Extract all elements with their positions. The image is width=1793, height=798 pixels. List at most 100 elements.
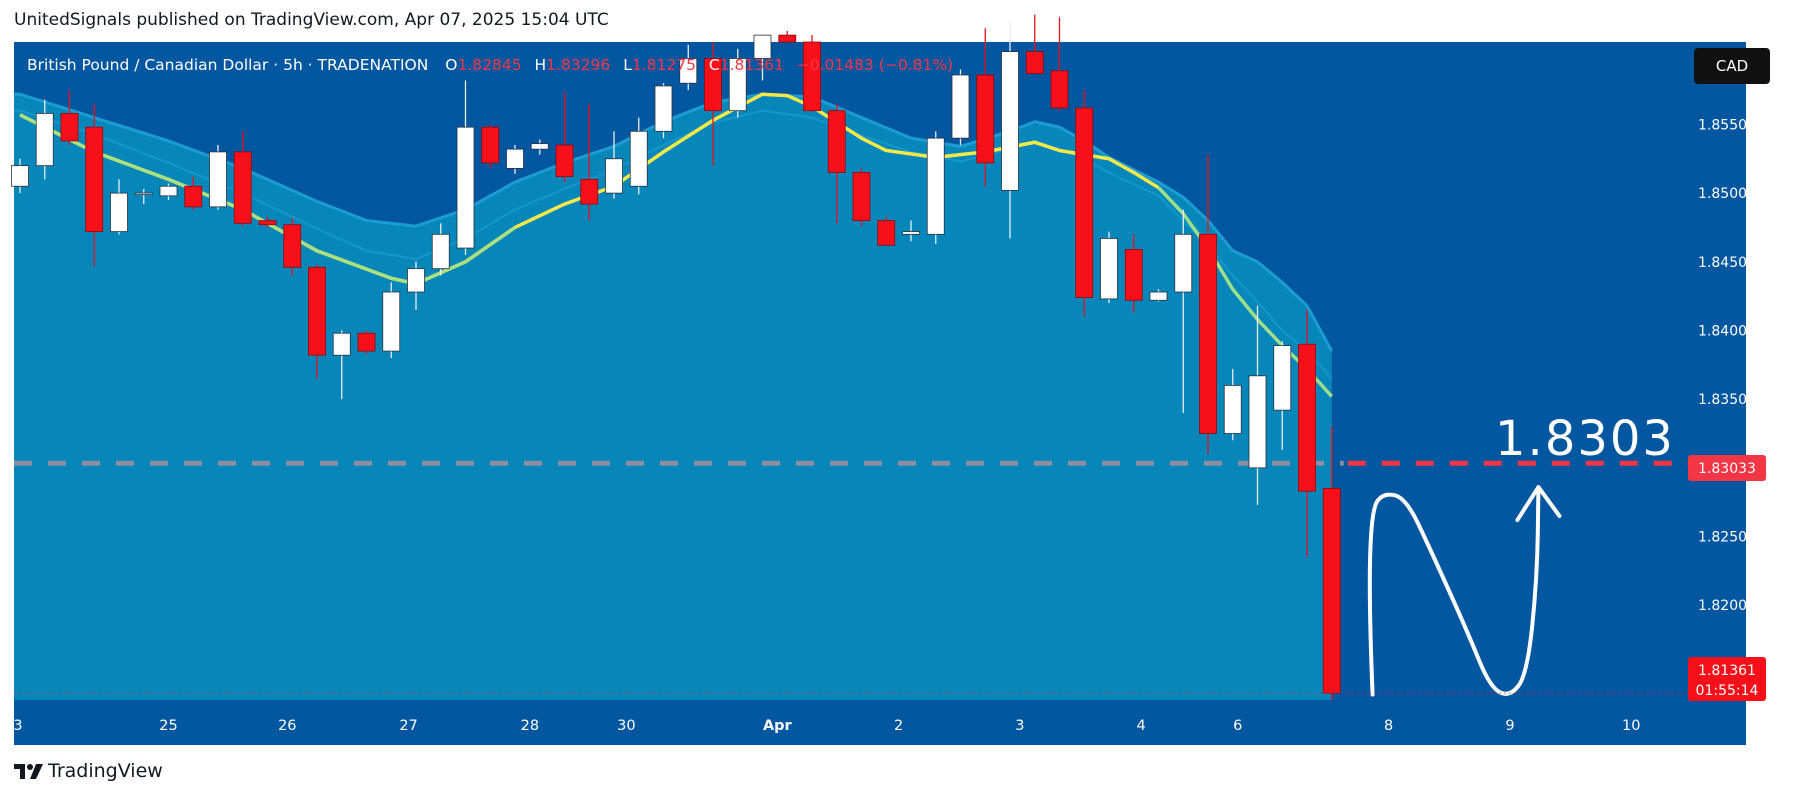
candle-8 <box>209 145 227 210</box>
legend-h-value: 1.83296 <box>546 56 610 74</box>
currency-button[interactable]: CAD <box>1694 48 1770 84</box>
candle-body-18 <box>456 126 475 249</box>
candle-11 <box>283 217 302 276</box>
candle-body-28 <box>704 58 722 112</box>
candle-43 <box>1075 90 1094 317</box>
candle-36 <box>902 220 920 242</box>
legend-o-label: O <box>445 56 457 74</box>
candle-31 <box>778 31 797 43</box>
candle-15 <box>382 282 401 358</box>
level-price-tag-label: 1.83033 <box>1698 461 1756 477</box>
candle-48 <box>1199 154 1217 455</box>
legend: British Pound / Canadian Dollar · 5h · T… <box>27 56 953 74</box>
legend-h-label: H <box>535 56 547 74</box>
legend-l-value: 1.81275 <box>632 56 696 74</box>
y-tick-label-3: 1.84000 <box>1698 323 1756 339</box>
candle-body-47 <box>1174 233 1193 293</box>
candle-46 <box>1149 289 1168 302</box>
candle-body-2 <box>60 113 79 142</box>
last-price-tag-value: 1.81361 <box>1698 663 1756 679</box>
x-tick-label-6: Apr <box>763 718 793 734</box>
candle-body-48 <box>1199 233 1217 434</box>
candle-body-39 <box>976 74 995 164</box>
candle-body-25 <box>629 130 648 187</box>
candle-23 <box>580 103 599 221</box>
candle-body-32 <box>803 41 821 112</box>
candle-body-44 <box>1100 238 1118 300</box>
candle-body-8 <box>209 151 227 208</box>
candle-42 <box>1050 17 1069 111</box>
candle-body-6 <box>159 185 178 197</box>
candle-body-11 <box>283 224 302 268</box>
candle-50 <box>1248 305 1267 505</box>
candle-body-13 <box>332 332 351 356</box>
candle-34 <box>852 168 871 227</box>
candle-49 <box>1223 368 1242 441</box>
candle-9 <box>233 131 252 227</box>
legend-c-label: C <box>709 56 720 74</box>
candle-20 <box>506 145 524 174</box>
candle-12 <box>308 264 326 379</box>
candle-body-21 <box>530 143 549 150</box>
candle-body-46 <box>1149 291 1168 301</box>
candle-body-37 <box>926 137 945 235</box>
candle-body-50 <box>1248 375 1267 469</box>
candle-41 <box>1025 14 1044 74</box>
candle-body-7 <box>184 185 203 208</box>
y-tick-label-0: 1.85500 <box>1698 117 1756 133</box>
candle-body-22 <box>555 144 574 178</box>
candle-40 <box>1001 21 1019 239</box>
candle-18 <box>456 80 475 255</box>
candle-22 <box>555 92 574 183</box>
candle-29 <box>728 48 747 118</box>
legend-change: −0.01483 (−0.81%) <box>797 56 953 74</box>
footer-logo[interactable]: TradingView <box>14 760 163 782</box>
candle-5 <box>134 188 153 205</box>
y-tick-label-1: 1.85000 <box>1698 186 1756 202</box>
last-price-tag-countdown: 01:55:14 <box>1696 683 1759 699</box>
x-tick-label-2: 26 <box>278 718 296 734</box>
x-tick-label-4: 28 <box>521 718 539 734</box>
candle-33 <box>827 103 846 224</box>
x-tick-label-7: 2 <box>894 718 903 734</box>
candles-layer <box>11 14 1341 705</box>
candle-body-42 <box>1050 70 1069 109</box>
x-tick-label-13: 10 <box>1622 718 1640 734</box>
candle-body-1 <box>35 113 54 167</box>
x-tick-label-0: 3 <box>13 718 22 734</box>
candle-body-53 <box>1322 488 1341 694</box>
candle-2 <box>60 90 79 146</box>
candle-body-9 <box>233 151 252 224</box>
candle-30 <box>753 34 772 81</box>
candle-body-23 <box>580 178 599 205</box>
candle-body-49 <box>1223 385 1242 434</box>
candle-body-45 <box>1124 249 1143 301</box>
candle-body-24 <box>605 158 623 194</box>
legend-c-value: 1.81361 <box>720 56 784 74</box>
candle-body-52 <box>1298 343 1316 492</box>
candle-body-30 <box>753 34 772 59</box>
candle-body-27 <box>679 58 698 84</box>
legend-l-label: L <box>623 56 632 74</box>
candle-25 <box>629 117 648 195</box>
tradingview-logo-icon <box>14 764 43 779</box>
candle-body-36 <box>902 231 920 235</box>
x-tick-label-1: 25 <box>159 718 177 734</box>
candle-body-10 <box>258 220 277 226</box>
candle-35 <box>877 216 896 246</box>
candle-body-29 <box>728 58 747 112</box>
candle-37 <box>926 131 945 244</box>
candle-26 <box>654 83 673 139</box>
candle-6 <box>159 183 178 200</box>
candle-body-14 <box>357 332 376 352</box>
last-price-tag: 1.81361 01:55:14 <box>1688 657 1766 701</box>
candle-39 <box>976 28 995 187</box>
y-tick-label-2: 1.84500 <box>1698 255 1756 271</box>
x-tick-label-12: 9 <box>1505 718 1514 734</box>
candle-body-31 <box>778 34 797 43</box>
candle-27 <box>679 44 698 91</box>
candle-13 <box>332 330 351 400</box>
candle-32 <box>803 35 821 113</box>
candle-38 <box>951 69 970 146</box>
